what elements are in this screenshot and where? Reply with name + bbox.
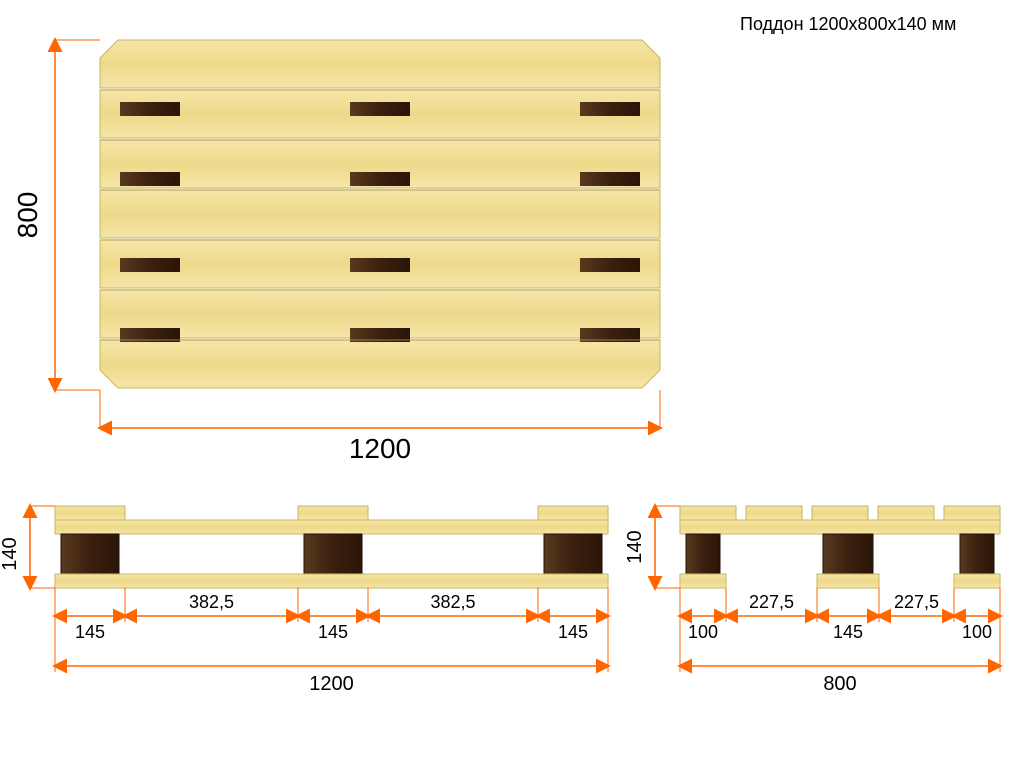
dim-top-height: 800 (12, 192, 43, 239)
front-view (55, 506, 608, 588)
dim-side-seg-2: 145 (833, 622, 863, 642)
side-view (680, 506, 1000, 588)
dim-top-width: 1200 (349, 433, 411, 464)
dim-front-height: 140 (0, 537, 21, 570)
dim-front-seg-3: 382,5 (430, 592, 475, 612)
dim-front-seg-1: 382,5 (189, 592, 234, 612)
diagram-title: Поддон 1200х800х140 мм (740, 14, 956, 34)
dim-side-seg-3: 227,5 (894, 592, 939, 612)
dim-front-total: 1200 (309, 673, 354, 695)
dim-front-seg-2: 145 (318, 622, 348, 642)
dim-front-seg-4: 145 (558, 622, 588, 642)
dim-side-height: 140 (624, 530, 646, 563)
dim-side-seg-1: 227,5 (749, 592, 794, 612)
top-view (100, 40, 660, 388)
dim-side-seg-4: 100 (962, 622, 992, 642)
dim-side-total: 800 (823, 673, 856, 695)
dim-front-seg-0: 145 (75, 622, 105, 642)
dim-side-seg-0: 100 (688, 622, 718, 642)
